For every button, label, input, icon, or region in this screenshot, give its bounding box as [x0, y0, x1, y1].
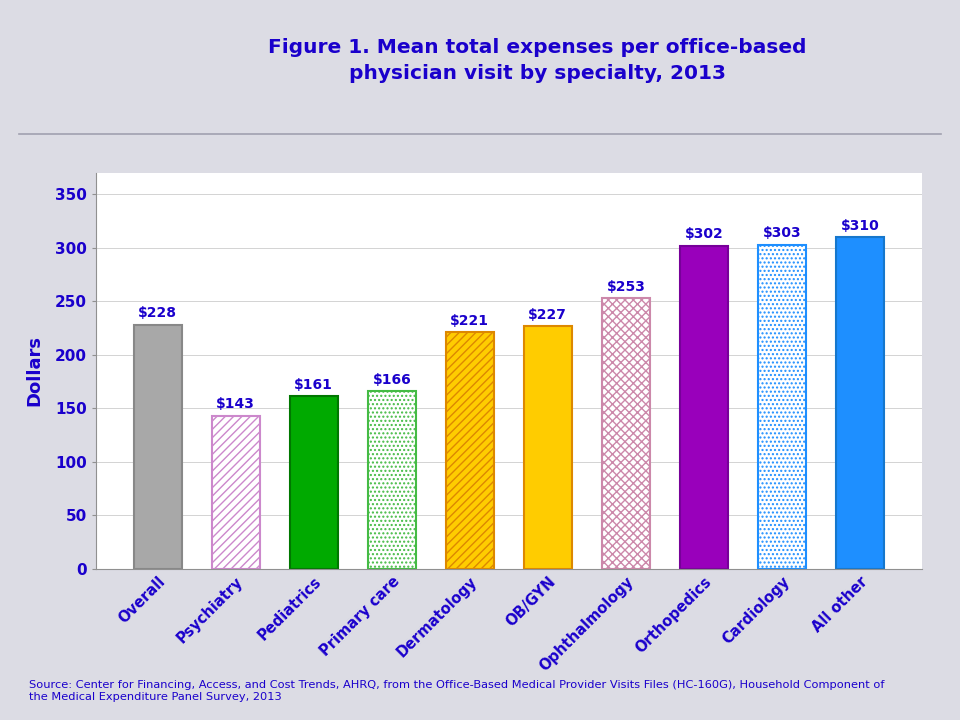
Text: $161: $161 — [295, 378, 333, 392]
Text: $166: $166 — [372, 373, 411, 387]
Text: $303: $303 — [762, 226, 802, 240]
Text: $227: $227 — [528, 307, 567, 322]
Bar — [757, 245, 806, 569]
Bar — [445, 332, 494, 569]
Text: $253: $253 — [607, 280, 645, 294]
Text: $221: $221 — [450, 314, 490, 328]
Bar — [602, 298, 650, 569]
Y-axis label: Dollars: Dollars — [26, 336, 44, 406]
Bar — [523, 326, 572, 569]
Text: Source: Center for Financing, Access, and Cost Trends, AHRQ, from the Office-Bas: Source: Center for Financing, Access, an… — [29, 680, 884, 702]
Text: $143: $143 — [216, 397, 255, 411]
Bar — [680, 246, 728, 569]
Bar — [368, 391, 416, 569]
Bar — [290, 397, 338, 569]
Text: $302: $302 — [684, 228, 723, 241]
Bar — [836, 237, 884, 569]
Text: $228: $228 — [138, 307, 178, 320]
Text: $310: $310 — [841, 219, 879, 233]
Bar — [133, 325, 181, 569]
Text: Figure 1. Mean total expenses per office-based
physician visit by specialty, 201: Figure 1. Mean total expenses per office… — [269, 37, 806, 84]
Bar — [211, 415, 260, 569]
